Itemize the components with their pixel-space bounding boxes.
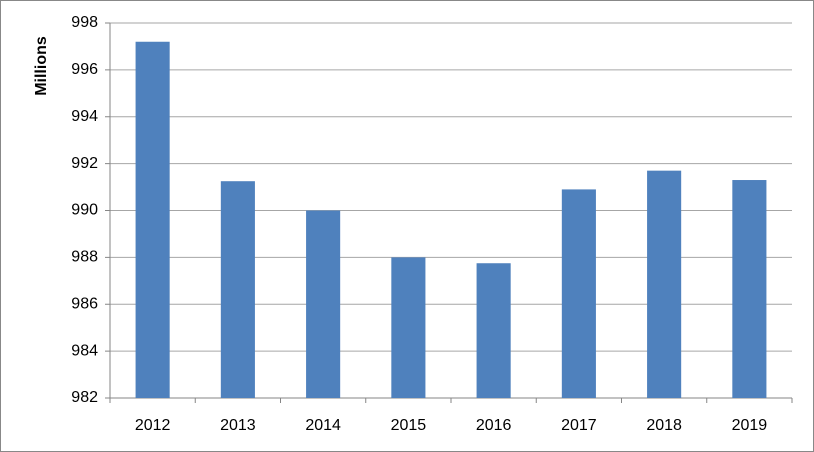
bar (732, 180, 767, 398)
bar (647, 170, 682, 398)
x-tick-label: 2018 (646, 417, 682, 434)
y-tick-label: 996 (71, 61, 98, 78)
y-tick-label: 998 (71, 14, 98, 31)
y-tick-label: 994 (71, 108, 98, 125)
x-tick-label: 2014 (305, 417, 341, 434)
y-tick-label: 982 (71, 389, 98, 406)
x-tick-label: 2017 (561, 417, 597, 434)
x-tick-label: 2013 (220, 417, 256, 434)
bar (476, 263, 511, 398)
y-tick-label: 990 (71, 202, 98, 219)
bar (391, 257, 426, 398)
y-tick-label: 986 (71, 295, 98, 312)
x-tick-label: 2016 (476, 417, 512, 434)
bar (220, 181, 255, 398)
y-tick-label: 984 (71, 342, 98, 359)
x-tick-label: 2019 (732, 417, 768, 434)
y-tick-label: 992 (71, 155, 98, 172)
bar (561, 189, 596, 398)
bar (306, 210, 341, 398)
bar (135, 41, 170, 398)
x-tick-label: 2012 (135, 417, 171, 434)
x-tick-label: 2015 (391, 417, 427, 434)
y-axis-label: Millions (33, 36, 50, 96)
y-tick-label: 988 (71, 249, 98, 266)
